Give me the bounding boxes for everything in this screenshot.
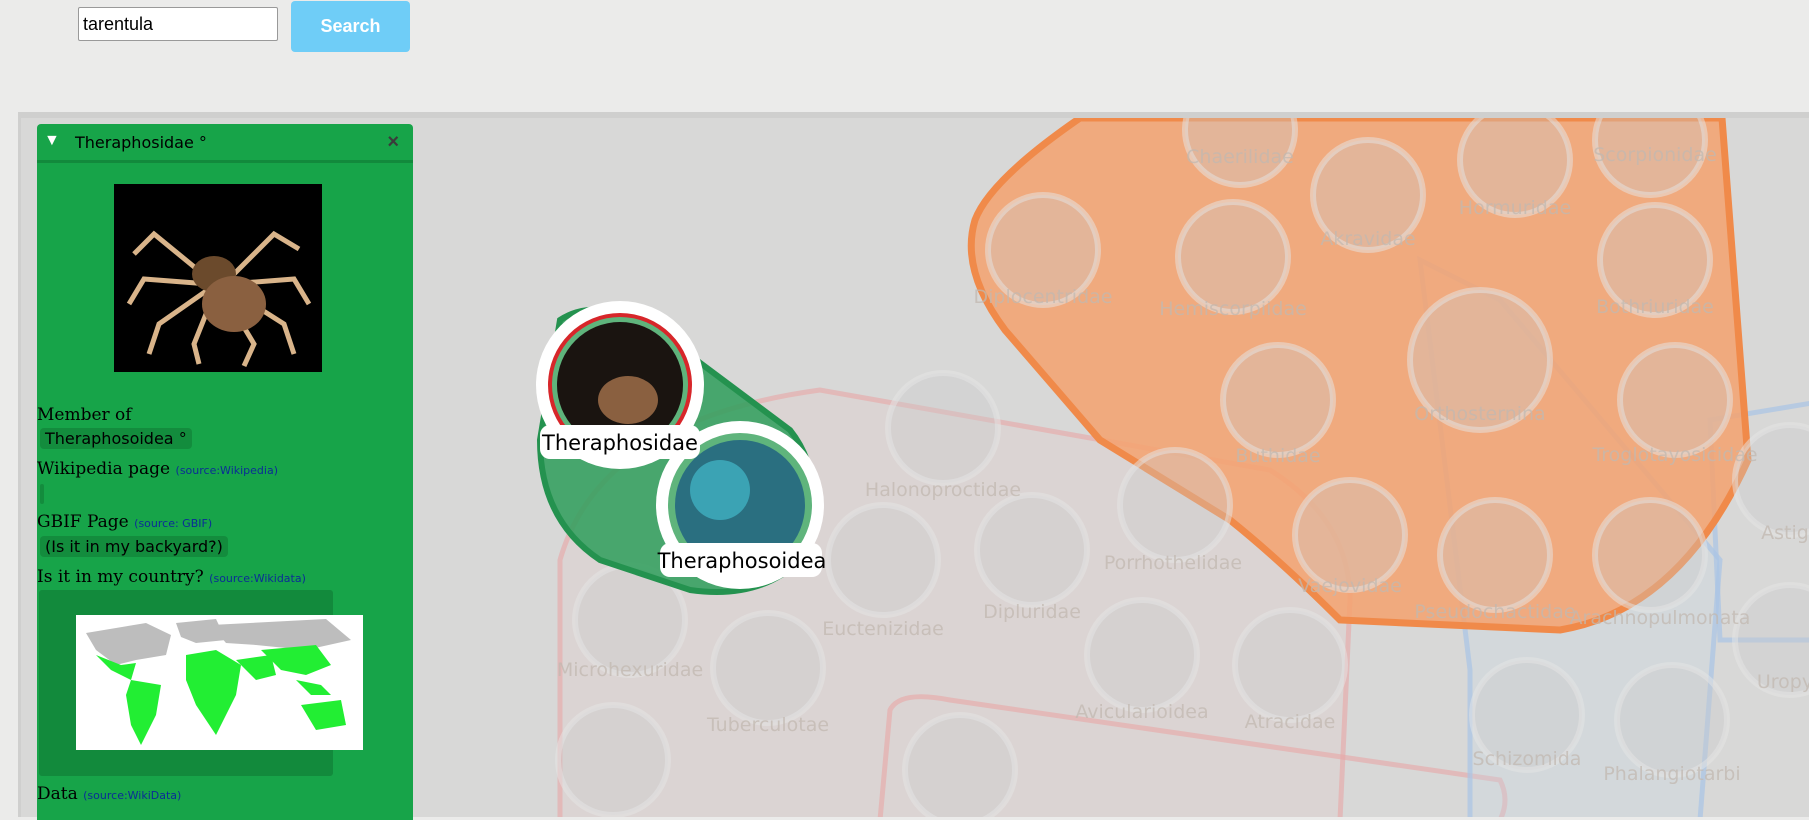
wikipedia-link[interactable]	[40, 484, 44, 504]
taxon-info-panel: ▼ Theraphosidae ° × Member of Theraphoso…	[37, 124, 413, 820]
group-outline-right	[1707, 400, 1809, 643]
gbif-link[interactable]: (Is it in my backyard?)	[40, 536, 228, 557]
node-label-astig: Astig	[1761, 522, 1809, 544]
node-label-uropy: Uropy	[1757, 671, 1809, 693]
gbif-row: GBIF Page (source: GBIF)	[37, 512, 212, 532]
data-label: Data	[37, 784, 78, 804]
node-label-scorpionidae: Scorpionidae	[1593, 144, 1717, 166]
node-label-halonoproctidae: Halonoproctidae	[865, 479, 1021, 501]
country-source[interactable]: (source:Wikidata)	[209, 572, 306, 585]
group-outline-lower	[877, 694, 1508, 817]
wikipedia-label: Wikipedia page	[37, 459, 171, 479]
node-label-theraphosidae: Theraphosidae	[541, 431, 698, 455]
close-icon[interactable]: ×	[387, 131, 399, 153]
gbif-label: GBIF Page	[37, 512, 129, 532]
gbif-source[interactable]: (source: GBIF)	[134, 517, 213, 530]
country-row: Is it in my country? (source:Wikidata)	[37, 567, 306, 587]
faded-node-labels: Chaerilidae Scorpionidae Hormuridae Akra…	[557, 144, 1809, 785]
node-label-microhexuridae: Microhexuridae	[557, 659, 703, 681]
node-label-troglotayosicidae: Troglotayosicidae	[1591, 444, 1757, 466]
distribution-map	[76, 615, 363, 750]
tree-visualization[interactable]: Chaerilidae Scorpionidae Hormuridae Akra…	[18, 112, 1809, 817]
node-label-vaejovidae: Vaejovidae	[1298, 575, 1402, 597]
node-label-diplocentridae: Diplocentridae	[974, 286, 1113, 308]
header-divider	[37, 160, 413, 163]
node-label-dipluridae: Dipluridae	[983, 601, 1081, 623]
node-label-bothriuridae: Bothriuridae	[1596, 296, 1714, 318]
node-label-schizomida: Schizomida	[1473, 748, 1582, 770]
search-input[interactable]	[78, 7, 278, 41]
member-of-label: Member of	[37, 405, 132, 425]
node-theraphosidae[interactable]: Theraphosidae	[536, 301, 704, 469]
node-label-chaerilidae: Chaerilidae	[1186, 146, 1294, 168]
node-label-atracidae: Atracidae	[1245, 711, 1336, 733]
wikipedia-source[interactable]: (source:Wikipedia)	[175, 464, 278, 477]
node-label-euctenizidae: Euctenizidae	[822, 618, 944, 640]
node-label-phalangiotarbi: Phalangiotarbi	[1603, 763, 1740, 785]
panel-title: Theraphosidae °	[75, 133, 207, 152]
node-label-avicularioidea: Avicularioidea	[1075, 701, 1208, 723]
node-label-hemiscorpiidae: Hemiscorpiidae	[1159, 298, 1307, 320]
node-label-akravidae: Akravidae	[1320, 228, 1415, 250]
data-source[interactable]: (source:WikiData)	[83, 789, 182, 802]
node-theraphosoidea[interactable]: Theraphosoidea	[656, 421, 826, 589]
data-row: Data (source:WikiData)	[37, 784, 181, 804]
node-label-orthosternina: Orthosternina	[1414, 403, 1545, 425]
taxon-image	[114, 184, 322, 372]
collapse-triangle-icon[interactable]: ▼	[44, 132, 60, 149]
node-label-hormuridae: Hormuridae	[1459, 197, 1571, 219]
wikipedia-row: Wikipedia page (source:Wikipedia)	[37, 459, 278, 479]
node-label-arachnopulmonata: Arachnopulmonata	[1570, 607, 1751, 629]
search-button[interactable]: Search	[291, 1, 410, 52]
group-scorpiones	[967, 118, 1752, 634]
node-label-tuberculotae: Tuberculotae	[706, 714, 829, 736]
faded-nodes	[555, 118, 1809, 817]
member-of-link[interactable]: Theraphosoidea °	[40, 428, 192, 449]
node-label-buthidae: Buthidae	[1235, 445, 1320, 467]
distribution-map-box	[39, 590, 363, 776]
node-label-theraphosoidea: Theraphosoidea	[657, 549, 827, 573]
country-label: Is it in my country?	[37, 567, 204, 587]
node-label-porrhothelidae: Porrhothelidae	[1104, 552, 1242, 574]
panel-header[interactable]: ▼ Theraphosidae ° ×	[37, 124, 413, 160]
node-label-pseudochactidae: Pseudochactidae	[1414, 601, 1575, 623]
